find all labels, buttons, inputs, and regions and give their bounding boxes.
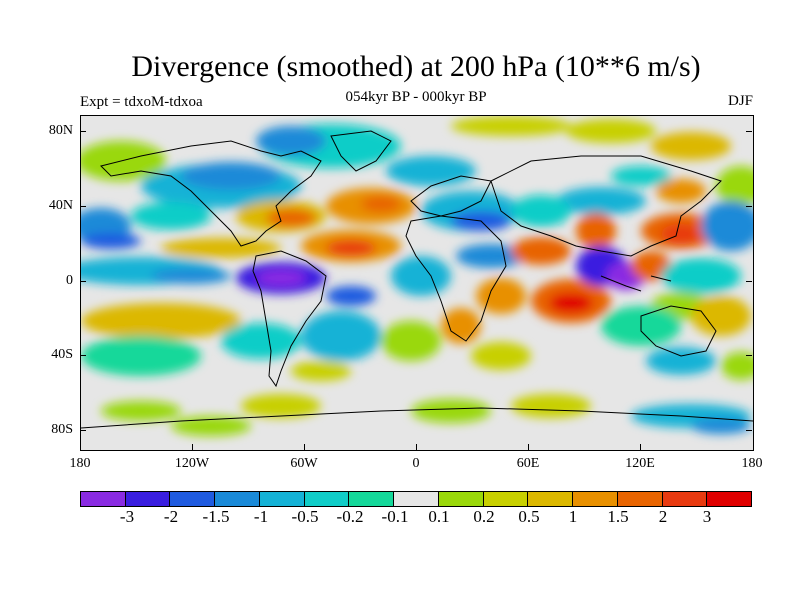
lon-label: 120W	[174, 456, 210, 471]
lon-label: 180	[69, 456, 91, 471]
legend-label: -0.1	[381, 507, 409, 526]
legend-label: -2	[163, 507, 179, 526]
lat-tick	[746, 131, 752, 132]
lat-tick	[80, 131, 86, 132]
legend-label: 1	[568, 507, 578, 526]
legend-label: 0.2	[473, 507, 495, 526]
lat-tick	[746, 206, 752, 207]
legend-swatch	[394, 492, 439, 506]
legend-label: 0.1	[428, 507, 450, 526]
legend-label: 2	[658, 507, 668, 526]
legend-swatch	[304, 492, 350, 506]
lat-tick	[80, 206, 86, 207]
legend-label: 0.5	[518, 507, 540, 526]
color-legend	[80, 491, 752, 507]
legend-label: 1.5	[607, 507, 629, 526]
lat-label: 80N	[48, 123, 73, 138]
lon-label: 0	[412, 456, 420, 471]
lon-label: 120E	[625, 456, 655, 471]
legend-label: -1	[253, 507, 269, 526]
legend-label: -1.5	[202, 507, 230, 526]
legend-swatch	[617, 492, 663, 506]
legend-label: -0.5	[291, 507, 319, 526]
legend-swatch	[125, 492, 171, 506]
lat-label: 0	[66, 273, 73, 288]
legend-label: 3	[702, 507, 712, 526]
lat-label: 40N	[48, 198, 73, 213]
chart-subtitle: 054kyr BP - 000kyr BP	[345, 89, 487, 105]
legend-label: -0.2	[336, 507, 364, 526]
legend-swatch	[215, 492, 260, 506]
lon-label: 60W	[290, 456, 318, 471]
lat-tick	[746, 281, 752, 282]
legend-swatch	[81, 492, 126, 506]
lat-tick	[80, 430, 86, 431]
lat-tick	[80, 281, 86, 282]
divergence-map	[80, 115, 754, 451]
lon-tick	[528, 444, 529, 450]
experiment-label: Expt = tdxoM-tdxoa	[80, 94, 203, 110]
legend-label: -3	[119, 507, 135, 526]
lon-tick	[416, 444, 417, 450]
chart-title: Divergence (smoothed) at 200 hPa (10**6 …	[131, 50, 701, 83]
divergence-field	[81, 116, 753, 436]
legend-swatch	[259, 492, 305, 506]
lat-tick	[746, 355, 752, 356]
legend-swatch	[483, 492, 529, 506]
legend-swatch	[528, 492, 574, 506]
lon-tick	[640, 444, 641, 450]
lon-label: 60E	[516, 456, 540, 471]
legend-swatch	[349, 492, 395, 506]
lat-tick	[80, 355, 86, 356]
coastlines	[81, 130, 753, 429]
lon-label: 180	[741, 456, 763, 471]
legend-swatch	[662, 492, 708, 506]
lat-label: 40S	[51, 347, 73, 362]
legend-swatch	[170, 492, 216, 506]
legend-swatch	[573, 492, 618, 506]
lon-tick	[192, 444, 193, 450]
legend-swatch	[438, 492, 484, 506]
lat-tick	[746, 430, 752, 431]
lon-tick	[304, 444, 305, 450]
season-label: DJF	[727, 93, 753, 109]
legend-swatch	[707, 492, 752, 506]
lat-label: 80S	[51, 422, 73, 437]
